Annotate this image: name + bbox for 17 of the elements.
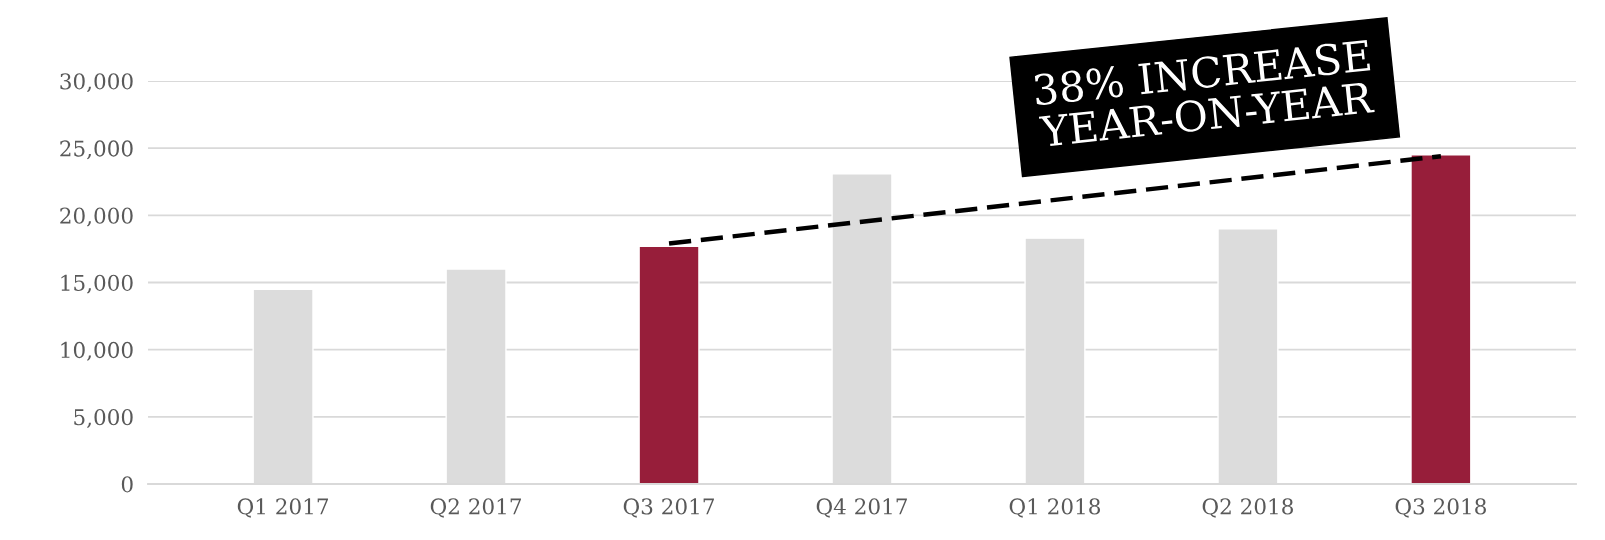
y-tick-label: 5,000 xyxy=(74,409,133,428)
annotation: 38% INCREASE YEAR-ON-YEAR xyxy=(1033,39,1375,148)
bar xyxy=(638,245,700,484)
y-tick-label: 25,000 xyxy=(60,140,133,160)
y-tick-label: 20,000 xyxy=(60,207,133,227)
y-tick-label: 0 xyxy=(121,476,133,493)
x-tick-label: Q3 2017 xyxy=(623,498,714,518)
x-tick-label: Q1 2017 xyxy=(237,498,329,518)
y-tick-label: 30,000 xyxy=(60,73,133,93)
y-tick-label: 15,000 xyxy=(61,274,133,294)
x-tick-label: Q4 2017 xyxy=(816,498,907,518)
x-tick-label: Q1 2018 xyxy=(1009,498,1101,518)
bar xyxy=(1410,154,1472,484)
y-tick-label: 10,000 xyxy=(61,341,133,361)
x-tick-label: Q2 2018 xyxy=(1202,498,1293,518)
x-tick-label: Q2 2017 xyxy=(430,498,521,518)
x-tick-label: Q3 2018 xyxy=(1395,498,1486,518)
